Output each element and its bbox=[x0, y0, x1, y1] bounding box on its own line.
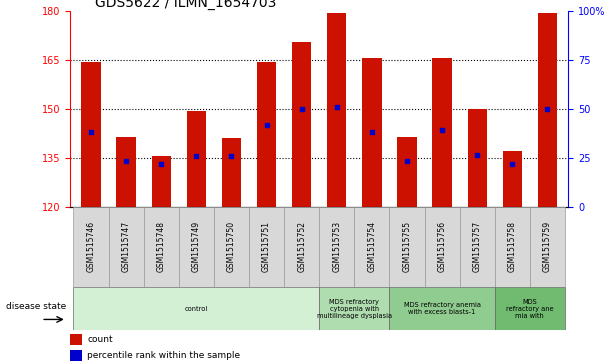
Bar bbox=[537, 12, 557, 207]
Bar bbox=[74, 287, 319, 330]
Bar bbox=[151, 156, 171, 207]
Text: GSM1515753: GSM1515753 bbox=[332, 221, 341, 272]
Text: GSM1515748: GSM1515748 bbox=[157, 221, 166, 272]
Bar bbox=[397, 136, 416, 207]
Text: percentile rank within the sample: percentile rank within the sample bbox=[88, 351, 241, 360]
Text: control: control bbox=[185, 306, 208, 311]
Text: GSM1515754: GSM1515754 bbox=[367, 221, 376, 272]
Bar bbox=[432, 58, 452, 207]
Text: GSM1515749: GSM1515749 bbox=[192, 221, 201, 272]
Bar bbox=[257, 61, 276, 207]
Bar bbox=[187, 110, 206, 207]
Bar bbox=[468, 109, 487, 207]
Bar bbox=[319, 207, 354, 287]
Bar bbox=[214, 207, 249, 287]
Bar bbox=[530, 207, 565, 287]
Text: GSM1515751: GSM1515751 bbox=[262, 221, 271, 272]
Bar bbox=[74, 207, 109, 287]
Text: GSM1515746: GSM1515746 bbox=[86, 221, 95, 272]
Text: GSM1515755: GSM1515755 bbox=[402, 221, 412, 272]
Bar bbox=[389, 207, 424, 287]
Bar bbox=[179, 207, 214, 287]
Bar bbox=[319, 287, 389, 330]
Bar bbox=[354, 207, 389, 287]
Bar bbox=[222, 138, 241, 207]
Bar bbox=[70, 350, 82, 362]
Text: GSM1515750: GSM1515750 bbox=[227, 221, 236, 272]
Text: disease state: disease state bbox=[6, 302, 66, 311]
Bar bbox=[81, 61, 101, 207]
Bar bbox=[70, 334, 82, 345]
Text: GSM1515747: GSM1515747 bbox=[122, 221, 131, 272]
Bar bbox=[284, 207, 319, 287]
Bar bbox=[424, 207, 460, 287]
Bar bbox=[503, 151, 522, 207]
Bar bbox=[143, 207, 179, 287]
Text: GSM1515757: GSM1515757 bbox=[472, 221, 482, 272]
Bar bbox=[327, 12, 347, 207]
Text: MDS refractory anemia
with excess blasts-1: MDS refractory anemia with excess blasts… bbox=[404, 302, 480, 315]
Text: GSM1515752: GSM1515752 bbox=[297, 221, 306, 272]
Text: GSM1515756: GSM1515756 bbox=[438, 221, 447, 272]
Bar bbox=[389, 287, 495, 330]
Bar bbox=[362, 58, 382, 207]
Text: GSM1515759: GSM1515759 bbox=[543, 221, 552, 272]
Bar bbox=[249, 207, 284, 287]
Bar bbox=[109, 207, 143, 287]
Text: GDS5622 / ILMN_1654703: GDS5622 / ILMN_1654703 bbox=[95, 0, 276, 10]
Text: count: count bbox=[88, 335, 113, 344]
Bar bbox=[495, 207, 530, 287]
Bar bbox=[292, 42, 311, 207]
Bar bbox=[460, 207, 495, 287]
Bar bbox=[495, 287, 565, 330]
Text: MDS refractory
cytopenia with
multilineage dysplasia: MDS refractory cytopenia with multilinea… bbox=[317, 298, 392, 319]
Text: GSM1515758: GSM1515758 bbox=[508, 221, 517, 272]
Text: MDS
refractory ane
mia with: MDS refractory ane mia with bbox=[506, 298, 554, 319]
Bar bbox=[117, 136, 136, 207]
